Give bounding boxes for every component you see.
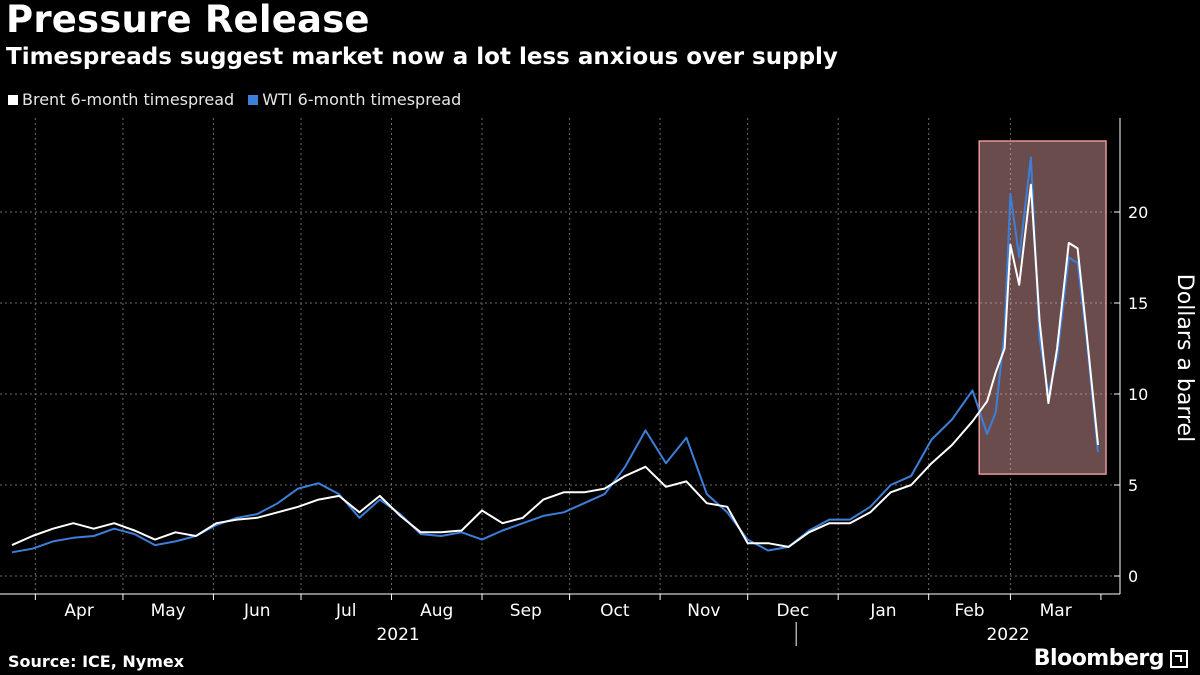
series-line-brent [11, 183, 1099, 548]
legend: Brent 6-month timespread WTI 6-month tim… [8, 90, 461, 109]
legend-swatch-wti [248, 94, 259, 105]
legend-item-brent: Brent 6-month timespread [8, 90, 234, 109]
x-tick-label: Aug [420, 601, 453, 621]
x-tick-label: Jul [335, 601, 357, 621]
axis-layer: 0 5 10 15 20 Apr May Jun Jul Aug Sep Oct Nov Dec Jan Fe… [0, 118, 1197, 646]
x-tick-label: Feb [954, 601, 984, 621]
y-tick-label: 15 [1128, 294, 1148, 313]
y-tick-label: 0 [1128, 567, 1138, 586]
x-tick-label: Oct [600, 601, 630, 621]
x-tick-label: Sep [510, 601, 542, 621]
year-label-2021: 2021 [376, 625, 419, 645]
y-axis-label: Dollars a barrel [1172, 274, 1197, 442]
x-tick-label: Nov [687, 601, 720, 621]
x-tick-label: May [151, 601, 186, 621]
x-tick-label: Dec [776, 601, 809, 621]
highlight-box [978, 140, 1107, 475]
brand-name: Bloomberg [1033, 646, 1165, 671]
x-tick-label: Apr [64, 601, 93, 621]
chart-subtitle: Timespreads suggest market now a lot les… [6, 44, 838, 70]
legend-label-wti: WTI 6-month timespread [262, 90, 462, 109]
x-tick-label: Jun [243, 601, 271, 621]
y-tick-label: 10 [1128, 385, 1148, 404]
x-tick-label: Jan [869, 601, 896, 621]
year-label-2022: 2022 [986, 625, 1029, 645]
legend-label-brent: Brent 6-month timespread [22, 90, 235, 109]
legend-swatch-brent [8, 94, 18, 105]
series-line-wti [11, 156, 1099, 554]
y-tick-label: 5 [1128, 476, 1138, 495]
legend-item-wti: WTI 6-month timespread [248, 90, 461, 109]
terminal-icon [1170, 649, 1188, 668]
brand-logo: Bloomberg [1034, 646, 1188, 671]
highlight-layer [978, 140, 1107, 475]
chart-title: Pressure Release [6, 0, 370, 41]
source-note: Source: ICE, Nymex [8, 652, 185, 671]
x-tick-label: Mar [1040, 601, 1072, 621]
grid-layer [0, 118, 1114, 594]
y-tick-label: 20 [1128, 203, 1148, 222]
series-layer [11, 156, 1099, 554]
